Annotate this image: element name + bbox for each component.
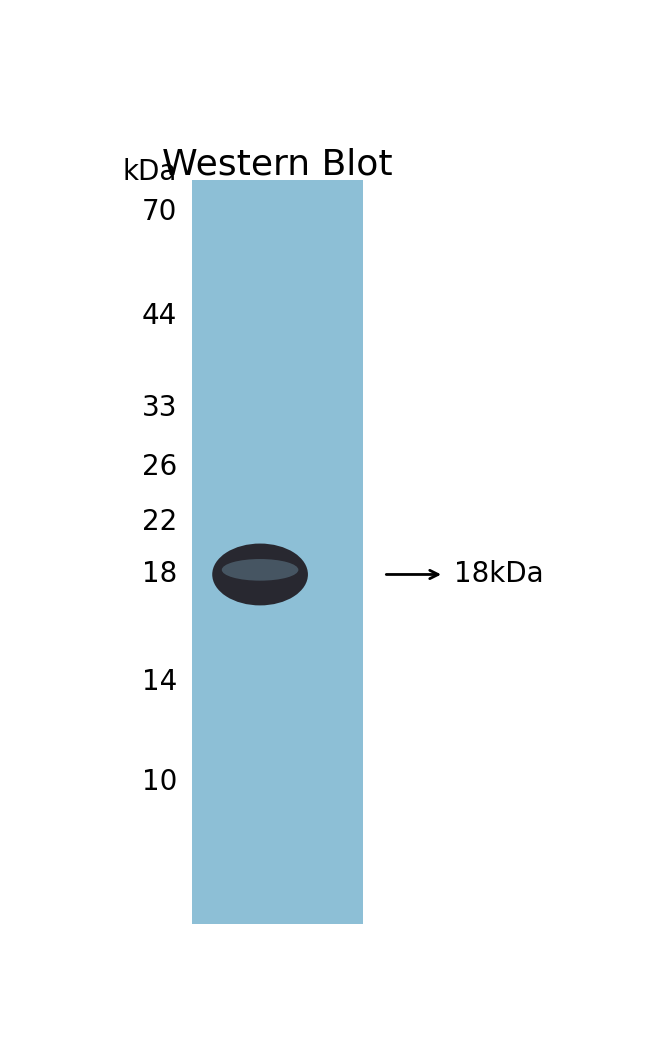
Text: 18: 18 <box>142 560 177 589</box>
Text: 33: 33 <box>142 393 177 422</box>
Bar <box>192 180 363 925</box>
Text: 18kDa: 18kDa <box>454 560 543 589</box>
Ellipse shape <box>212 543 308 606</box>
Text: 44: 44 <box>142 301 177 330</box>
Ellipse shape <box>222 559 298 580</box>
Text: 10: 10 <box>142 768 177 796</box>
Text: 26: 26 <box>142 453 177 481</box>
Text: 70: 70 <box>142 199 177 226</box>
Text: Western Blot: Western Blot <box>162 147 393 181</box>
Text: kDa: kDa <box>123 157 177 186</box>
Text: 22: 22 <box>142 507 177 536</box>
Text: 14: 14 <box>142 668 177 696</box>
